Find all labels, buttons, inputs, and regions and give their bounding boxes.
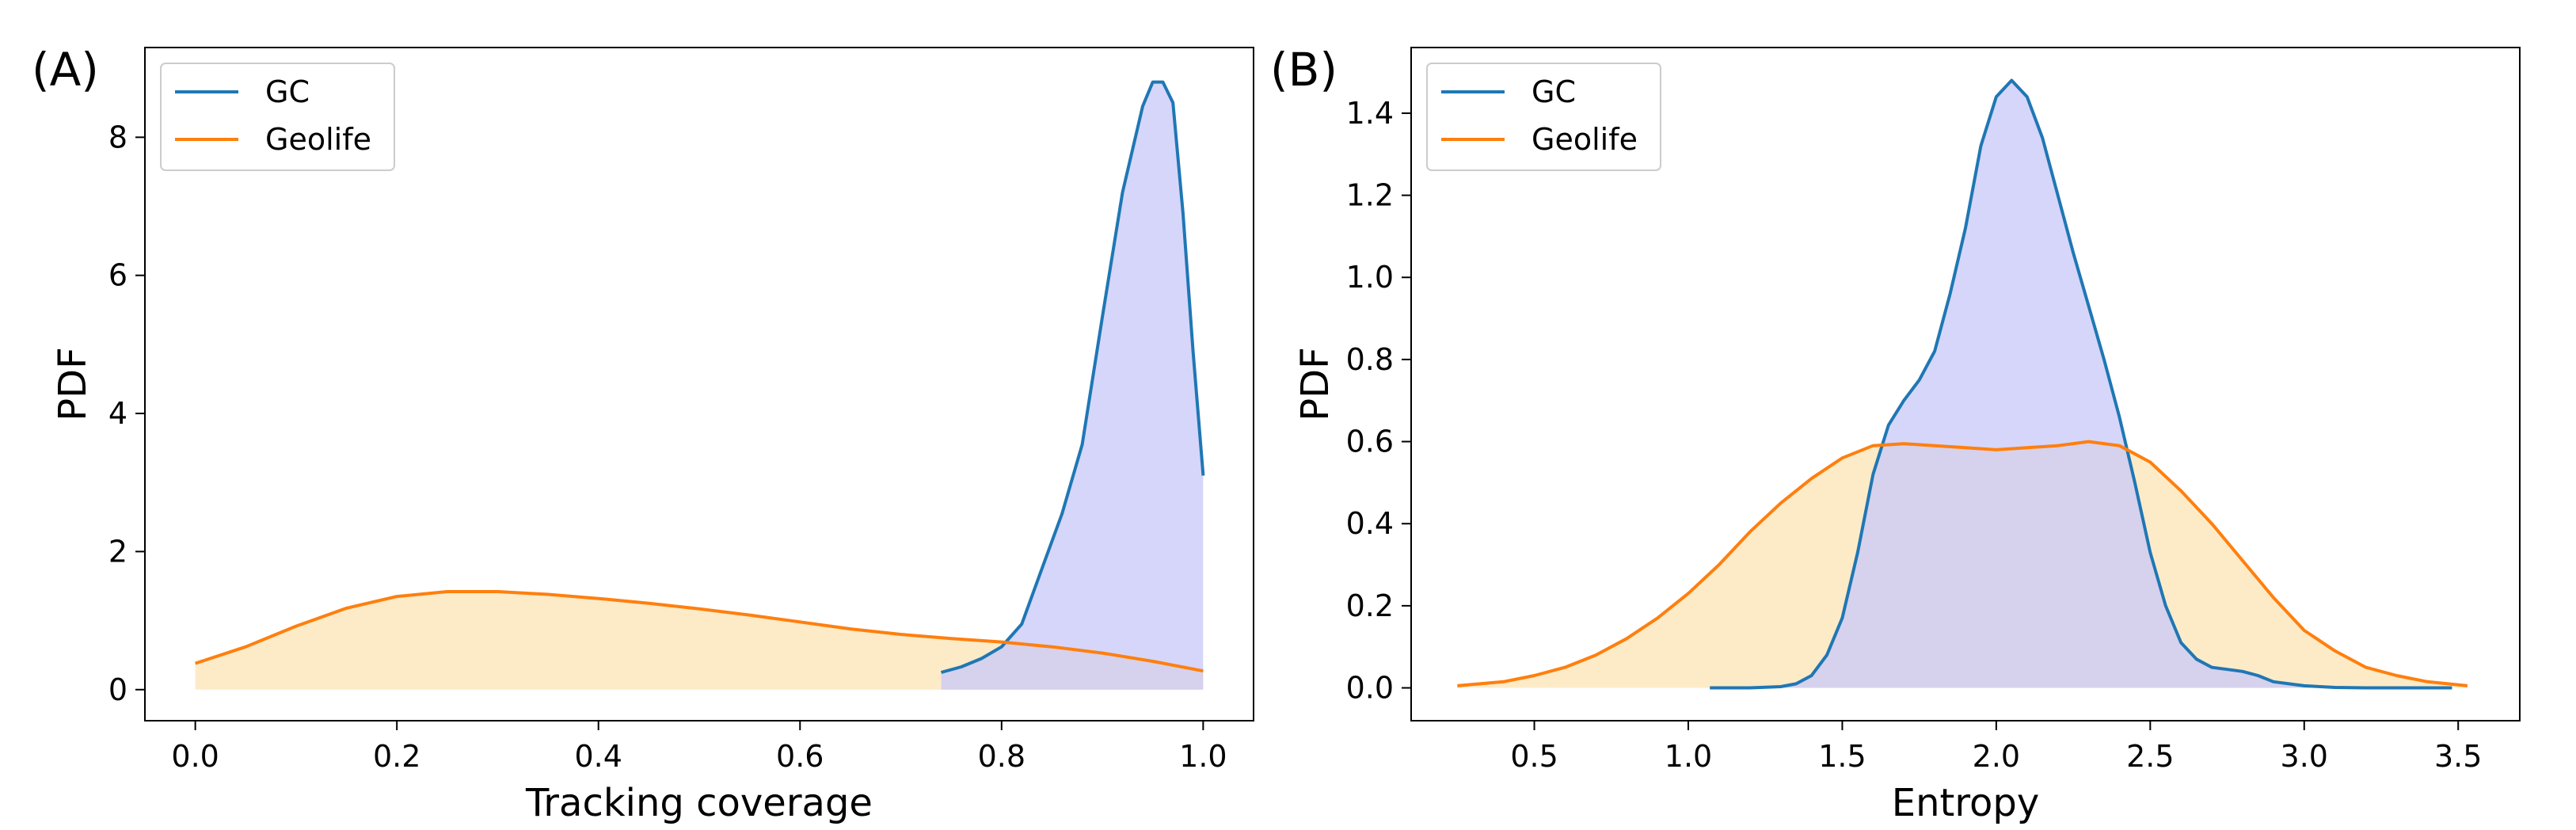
panel-b-y-tick-label: 0.4	[1346, 506, 1394, 541]
panel-b-axes-frame	[1410, 47, 2521, 721]
panel-b-legend-label-gc: GC	[1532, 74, 1576, 109]
panel-a-x-ticks: 0.0 0.2 0.4 0.6 0.8 1.0	[171, 721, 1227, 774]
panel-a-fills	[195, 82, 1204, 690]
panel-b-x-tick-label: 3.0	[2281, 739, 2328, 774]
panel-a: 0.0 0.2 0.4 0.6 0.8 1.0 0 2 4 6 8 (A) Tracking co…	[32, 43, 1254, 825]
panel-b-label: (B)	[1270, 43, 1337, 97]
panel-b-fills	[1457, 80, 2468, 688]
panel-b-y-tick-label: 1.2	[1346, 178, 1394, 213]
panel-b-line-geolife	[1457, 440, 2468, 687]
panel-b-y-ticks: 0.0 0.2 0.4 0.6 0.8 1.0 1.2 1.4	[1346, 96, 1411, 706]
panel-b-x-tick-label: 3.5	[2434, 739, 2482, 774]
panel-b-legend-label-geolife: Geolife	[1532, 122, 1638, 157]
panel-a-y-tick-label: 4	[108, 396, 127, 431]
panel-a-line-gc	[940, 80, 1205, 674]
panel-a-y-tick-label: 0	[108, 672, 127, 707]
panel-a-area-gc	[941, 82, 1204, 690]
panel-b-y-tick-label: 0.2	[1346, 588, 1394, 623]
panel-a-x-tick-label: 0.0	[171, 739, 219, 774]
panel-b-y-tick-label: 0.0	[1346, 671, 1394, 706]
panel-a-lines	[194, 80, 1205, 674]
panel-a-x-axis-label: Tracking coverage	[525, 781, 873, 825]
panel-a-x-tick-label: 0.2	[373, 739, 420, 774]
panel-b-x-ticks: 0.5 1.0 1.5 2.0 2.5 3.0 3.5	[1510, 721, 2482, 774]
panel-b-x-tick-label: 0.5	[1510, 739, 1558, 774]
panel-a-x-tick-label: 0.4	[575, 739, 622, 774]
panel-b-legend-box	[1426, 63, 1661, 171]
panel-b-lines	[1457, 78, 2468, 690]
panel-b-x-tick-label: 1.0	[1665, 739, 1712, 774]
panel-a-x-tick-label: 0.8	[978, 739, 1025, 774]
panel-a-line-geolife	[194, 590, 1204, 673]
panel-b-x-axis-label: Entropy	[1892, 781, 2040, 825]
panel-b-y-tick-label: 1.0	[1346, 260, 1394, 295]
panel-b-y-tick-label: 0.8	[1346, 342, 1394, 377]
panel-b-y-tick-label: 0.6	[1346, 425, 1394, 459]
panel-a-axes-frame	[144, 47, 1254, 721]
panel-a-y-tick-label: 2	[108, 534, 127, 569]
panel-a-legend-label-gc: GC	[265, 74, 310, 109]
panel-b-legend: GC Geolife	[1426, 63, 1661, 171]
panel-a-y-axis-label: PDF	[51, 347, 95, 421]
panel-a-area-geolife	[195, 592, 1204, 690]
panel-b-x-tick-label: 1.5	[1818, 739, 1866, 774]
panel-a-legend-box	[160, 63, 395, 171]
panel-a-y-tick-label: 8	[108, 120, 127, 154]
panel-a-y-ticks: 0 2 4 6 8	[108, 120, 145, 707]
panel-a-y-tick-label: 6	[108, 258, 127, 293]
panel-b-area-gc	[1710, 80, 2452, 688]
panel-a-legend: GC Geolife	[160, 63, 395, 171]
panel-b: 0.5 1.0 1.5 2.0 2.5 3.0 3.5 0.0 0.2 0.4 0.6 0.8 1.0…	[1270, 43, 2521, 825]
panel-a-x-tick-label: 1.0	[1179, 739, 1227, 774]
panel-a-label: (A)	[32, 43, 99, 97]
panel-b-y-axis-label: PDF	[1293, 347, 1337, 421]
panel-b-line-gc	[1710, 78, 2452, 690]
panel-b-x-tick-label: 2.5	[2126, 739, 2174, 774]
panel-a-x-tick-label: 0.6	[776, 739, 824, 774]
panel-b-x-tick-label: 2.0	[1973, 739, 2020, 774]
panel-a-legend-label-geolife: Geolife	[265, 122, 371, 157]
panel-b-y-tick-label: 1.4	[1346, 96, 1394, 131]
